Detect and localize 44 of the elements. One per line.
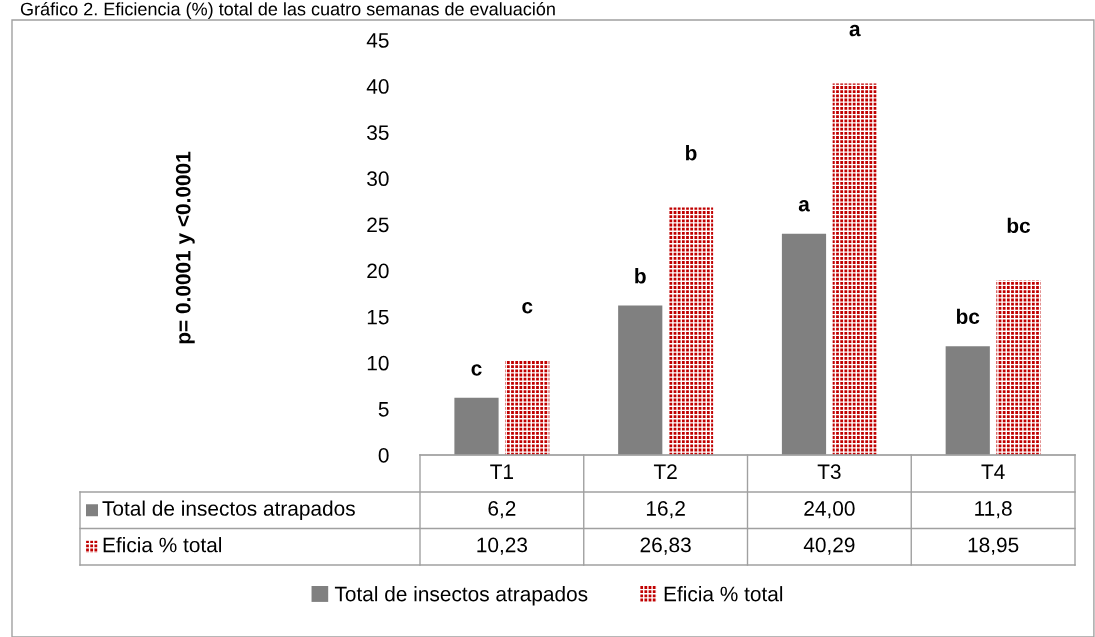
y-tick-label: 0 [378, 448, 389, 463]
y-tick-label: 5 [378, 402, 389, 417]
bar [618, 305, 663, 455]
annotation: a [849, 24, 861, 37]
x-tick-label: T4 [981, 464, 1005, 479]
y-tick-label: 40 [366, 79, 389, 94]
y-tick-label: 25 [367, 217, 389, 233]
legend-label: Total de insectos atrapados [102, 500, 355, 520]
bar [996, 280, 1041, 455]
y-tick-label: 15 [367, 309, 389, 325]
text: p= 0.0001 y <0.0001 [175, 151, 195, 344]
text: Total de insectos atrapados [334, 586, 588, 606]
bar [454, 397, 499, 455]
data-label: 26,83 [640, 537, 691, 555]
x-tick-label: T2 [653, 464, 677, 479]
x-tick-label: T1 [490, 464, 514, 479]
text: Eficia % total [103, 537, 222, 553]
bar [781, 233, 827, 455]
y-tick-label: 35 [367, 125, 389, 140]
annotation: c [522, 302, 533, 314]
y-tick-label: 20 [367, 263, 389, 279]
annotation: c [471, 364, 482, 376]
x-tick-label: T3 [817, 464, 841, 480]
data-label: 6,2 [488, 501, 516, 519]
y-tick-label: 30 [367, 171, 389, 187]
data-label: 18,95 [968, 537, 1019, 555]
data-label: 40,29 [803, 537, 855, 555]
bar [668, 207, 714, 455]
chart-title: Gráfico 2. Eficiencia (%) total de las cuatro semanas de evaluación [20, 1, 555, 20]
data-label: 24,00 [804, 501, 855, 519]
data-label: 16,2 [646, 501, 685, 519]
y-tick-label: 10 [367, 355, 389, 371]
bar [945, 346, 990, 455]
annotation: bc [956, 308, 980, 324]
y-tick-label: 45 [366, 33, 389, 48]
annotation: b [686, 145, 697, 161]
legend-label: Eficia % total [664, 586, 783, 602]
bar [832, 83, 877, 455]
data-label: 10,23 [477, 537, 528, 555]
bar [505, 360, 550, 455]
annotation: bc [1007, 217, 1031, 234]
annotation: b [635, 268, 646, 284]
data-label: 11,8 [975, 501, 1012, 519]
annotation: a [798, 200, 810, 212]
